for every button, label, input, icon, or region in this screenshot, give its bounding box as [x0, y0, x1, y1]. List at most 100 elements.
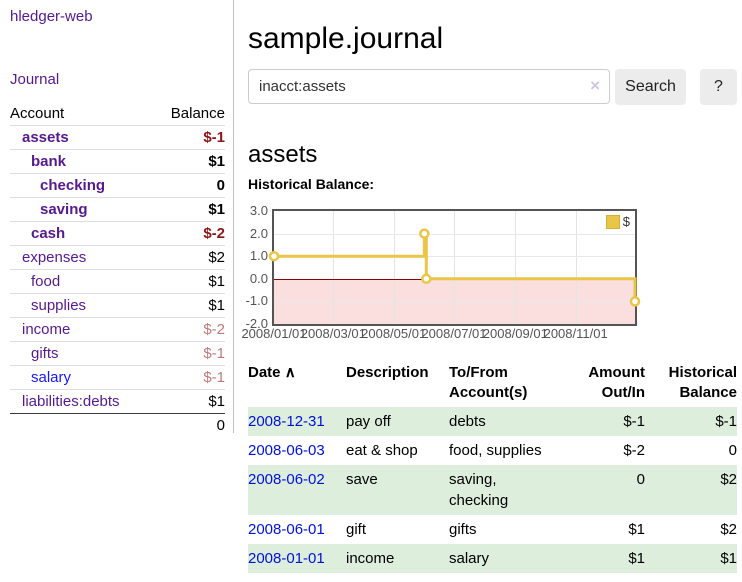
account-name-cell: saving: [10, 198, 154, 222]
vertical-gridline: [393, 211, 395, 324]
vertical-gridline: [515, 211, 517, 324]
transaction-date-link[interactable]: 2008-01-01: [248, 550, 325, 567]
account-link[interactable]: checking: [40, 177, 106, 194]
account-link[interactable]: supplies: [31, 297, 87, 314]
account-link[interactable]: cash: [31, 225, 66, 242]
horizontal-gridline: [274, 256, 635, 258]
nav-journal-link[interactable]: Journal: [10, 71, 60, 88]
register-row: 2008-06-02 save saving, checking 0 $2: [248, 465, 737, 515]
y-axis-label: 2.0: [249, 225, 268, 241]
date-column-header[interactable]: Date ∧: [248, 364, 296, 381]
account-name-cell: expenses: [10, 246, 154, 270]
balance-cell: $-1: [715, 413, 737, 430]
horizontal-gridline: [274, 301, 635, 303]
accounts-cell: salary: [449, 550, 490, 567]
account-link[interactable]: liabilities:debts: [22, 393, 120, 410]
page-title: sample.journal: [248, 22, 444, 56]
account-link[interactable]: assets: [22, 129, 69, 146]
chart-legend: $: [605, 214, 630, 229]
balance-column-header-register: Historical Balance: [668, 364, 737, 401]
account-balance: $1: [208, 297, 225, 314]
description-column-header: Description: [346, 364, 429, 381]
main-content: sample.journal × Search ? assets Histori…: [241, 0, 742, 582]
x-axis-label: 2008/05/01: [361, 326, 427, 341]
transaction-date-link[interactable]: 2008-06-03: [248, 442, 325, 459]
data-point-marker: [629, 296, 641, 307]
legend-label: $: [622, 214, 630, 229]
account-balance: $-1: [203, 369, 225, 386]
balance-cell: 0: [728, 442, 737, 459]
transaction-date-link[interactable]: 2008-06-01: [248, 521, 325, 538]
y-axis-label: -2.0: [245, 316, 268, 331]
description-cell: save: [346, 471, 378, 488]
register-header-row: Date ∧ Description To/From Account(s) Am…: [248, 361, 737, 407]
date-cell: 2008-06-02: [248, 465, 346, 515]
account-link[interactable]: expenses: [22, 249, 87, 266]
account-column-header-register: To/From Account(s): [449, 364, 528, 401]
register-row: 2008-12-31 pay off debts $-1 $-1: [248, 407, 737, 436]
account-name-cell: assets: [10, 126, 154, 150]
sort-ascending-icon: ∧: [284, 364, 296, 381]
accounts-cell: debts: [449, 413, 486, 430]
account-link[interactable]: income: [22, 321, 71, 338]
search-form: × Search ?: [248, 69, 742, 105]
account-row: expenses $2: [10, 245, 225, 270]
account-name-cell: salary: [10, 366, 154, 390]
vertical-gridline: [333, 211, 335, 324]
description-cell: income: [346, 550, 395, 567]
y-axis-label: -1.0: [245, 293, 268, 309]
account-name-cell: checking: [10, 174, 154, 198]
amount-column-header: Amount Out/In: [588, 364, 645, 401]
account-name-cell: liabilities:debts: [10, 390, 154, 414]
balance-cell: $1: [720, 550, 737, 567]
account-row: cash $-2: [10, 221, 225, 246]
accounts-table-header: Account Balance: [10, 102, 225, 126]
vertical-gridline: [575, 211, 577, 324]
y-axis-label: 0.0: [249, 270, 268, 286]
account-link[interactable]: gifts: [31, 345, 59, 362]
account-balance: $2: [208, 249, 225, 266]
date-cell: 2008-06-03: [248, 436, 346, 465]
chart-plot-area: $: [268, 209, 641, 326]
account-link[interactable]: saving: [40, 201, 88, 218]
account-balance: 0: [216, 177, 225, 194]
account-row: bank $1: [10, 149, 225, 174]
help-button[interactable]: ?: [700, 69, 737, 105]
account-row: gifts $-1: [10, 341, 225, 366]
account-column-header: Account: [10, 105, 65, 122]
date-cell: 2008-12-31: [248, 407, 346, 436]
app-title-link[interactable]: hledger-web: [10, 8, 93, 25]
amount-cell: $-1: [623, 413, 645, 430]
data-point-marker: [268, 250, 280, 262]
historical-balance-chart: $ 3.0 2.0 1.0 0.0 -1.0 -2.0 2008/01/01 2008/03/…: [241, 203, 742, 345]
balance-column-header: Balance: [170, 105, 225, 122]
vertical-gridline: [454, 211, 455, 324]
search-input[interactable]: [248, 69, 610, 104]
transaction-date-link[interactable]: 2008-06-02: [248, 471, 325, 488]
amount-cell: $1: [628, 550, 645, 567]
account-balance: $1: [208, 201, 225, 218]
register-table: Date ∧ Description To/From Account(s) Am…: [248, 361, 737, 573]
account-link[interactable]: food: [31, 273, 61, 290]
clear-search-icon[interactable]: ×: [590, 76, 600, 95]
account-balance: $1: [208, 393, 225, 410]
register-row: 2008-06-01 gift gifts $1 $2: [248, 515, 737, 544]
x-axis-label: 2008/11/01: [543, 326, 608, 341]
data-point-marker: [419, 228, 430, 239]
search-button[interactable]: Search: [615, 69, 686, 105]
account-row: income $-2: [10, 317, 225, 342]
search-field-wrap: ×: [248, 69, 610, 104]
account-row: assets $-1: [10, 125, 225, 150]
account-row: liabilities:debts $1: [10, 389, 225, 414]
balance-line: [268, 228, 641, 307]
account-link[interactable]: salary: [31, 369, 72, 386]
accounts-cell: gifts: [449, 521, 477, 538]
accounts-cell: saving, checking: [449, 471, 509, 509]
account-row: supplies $1: [10, 293, 225, 318]
y-axis-label: 1.0: [249, 248, 268, 264]
account-name-cell: cash: [10, 222, 154, 246]
description-cell: eat & shop: [346, 442, 418, 459]
transaction-date-link[interactable]: 2008-12-31: [248, 413, 325, 430]
account-link[interactable]: bank: [31, 153, 67, 170]
account-name-cell: bank: [10, 150, 154, 174]
